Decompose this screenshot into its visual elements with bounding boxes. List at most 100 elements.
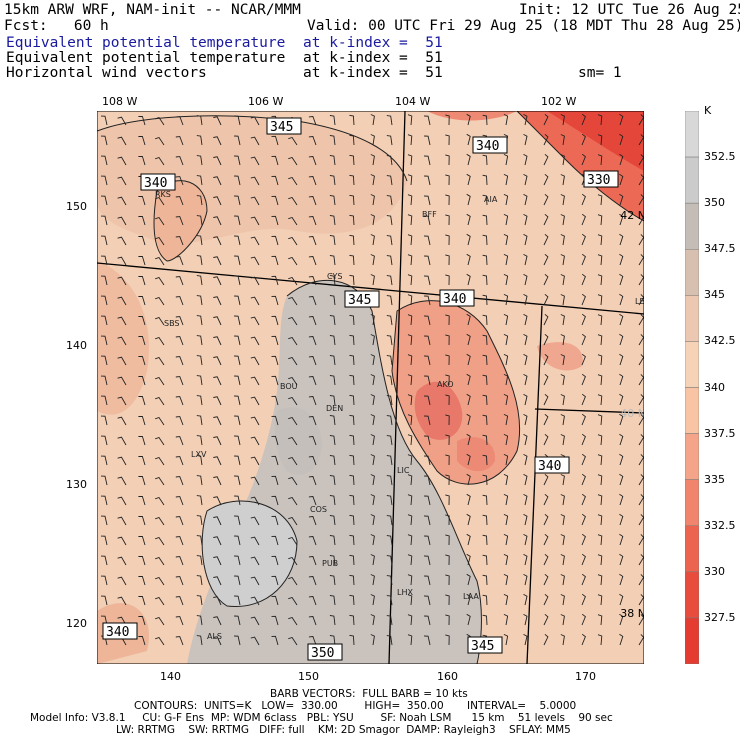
- wind-barb: [386, 615, 393, 626]
- wind-barb: [100, 135, 108, 146]
- wind-barb: [117, 376, 127, 386]
- wind-barb: [213, 216, 222, 226]
- wind-barb: [155, 336, 165, 346]
- colorbar-level-label: 337.5: [704, 426, 736, 440]
- colorbar-level-label: 327.5: [704, 610, 736, 624]
- wind-barb: [308, 636, 317, 646]
- wind-barb: [100, 335, 108, 346]
- wind-barb: [155, 476, 165, 486]
- wind-barb: [543, 493, 549, 506]
- wind-barb: [250, 516, 260, 526]
- wind-barb: [234, 555, 241, 566]
- wind-barb: [329, 195, 336, 206]
- wind-barb: [117, 156, 127, 166]
- wind-barb: [482, 214, 488, 226]
- wind-barb: [329, 595, 336, 606]
- wind-barb: [250, 336, 260, 346]
- wind-barb: [407, 634, 413, 646]
- wind-barb: [370, 394, 375, 406]
- wind-barb: [234, 595, 241, 606]
- wind-barb: [288, 436, 298, 446]
- wind-barb: [213, 576, 222, 586]
- wind-barb: [308, 356, 317, 366]
- wind-barb: [560, 194, 565, 206]
- wind-barb: [234, 375, 241, 386]
- wind-barb: [271, 415, 279, 426]
- wind-barb: [503, 553, 509, 566]
- wind-barb: [597, 634, 603, 646]
- wind-barb: [619, 333, 624, 346]
- wind-barb: [370, 254, 375, 266]
- wind-barb: [581, 573, 586, 586]
- station-cys: CYS: [327, 272, 342, 281]
- wind-barb: [619, 133, 624, 146]
- wind-barb: [503, 433, 509, 446]
- colorbar: [685, 111, 699, 664]
- wind-barb: [386, 575, 393, 586]
- wind-barb: [619, 273, 624, 286]
- contour-label-box-9: [307, 643, 343, 661]
- wind-barb: [445, 554, 450, 566]
- wind-barb: [597, 554, 603, 566]
- lon-label-108w: 108 W: [102, 95, 138, 108]
- wind-barb: [543, 593, 549, 606]
- wind-barb: [196, 195, 203, 206]
- wind-barb: [155, 516, 165, 526]
- wind-barb: [407, 134, 413, 146]
- wind-barb: [308, 176, 317, 186]
- wind-barb: [175, 336, 184, 346]
- wind-barb: [597, 254, 603, 266]
- wind-barb: [213, 116, 222, 126]
- wind-barb: [543, 633, 549, 646]
- wind-barb: [482, 514, 488, 526]
- colorbar-box: [685, 111, 699, 158]
- wind-barb: [117, 176, 127, 186]
- wind-barb: [250, 636, 260, 646]
- wind-barb: [424, 135, 431, 146]
- wind-barb: [175, 156, 184, 166]
- wind-barb: [271, 595, 279, 606]
- wind-barb: [250, 416, 260, 426]
- wind-barb: [234, 635, 241, 646]
- wind-barb: [138, 455, 146, 466]
- colorbar-level-label: 347.5: [704, 242, 736, 256]
- wind-barb: [597, 454, 603, 466]
- wind-barb: [407, 234, 413, 246]
- wind-barb: [466, 373, 471, 386]
- wind-barb: [424, 575, 431, 586]
- wind-barb: [250, 496, 260, 506]
- wind-barb: [407, 574, 413, 586]
- wind-barb: [386, 555, 393, 566]
- y-tick-150: 150: [66, 200, 87, 213]
- station-ako: AKO: [437, 380, 454, 389]
- wind-barb: [407, 614, 413, 626]
- wind-barb: [155, 596, 165, 606]
- wind-barb: [386, 115, 393, 126]
- wind-barb: [349, 274, 355, 286]
- field-level-contour: at k-index = 51: [303, 50, 443, 66]
- wind-barb: [523, 113, 528, 126]
- wind-barb: [155, 436, 165, 446]
- wind-barb: [213, 236, 222, 246]
- wind-barb: [560, 474, 565, 486]
- wind-barb: [117, 136, 127, 146]
- wind-barb: [597, 574, 603, 586]
- wind-barb: [308, 516, 317, 526]
- wind-barb: [445, 474, 450, 486]
- wind-barb: [370, 314, 375, 326]
- wind-barb: [213, 136, 222, 146]
- wind-barb: [424, 595, 431, 606]
- wind-barb: [597, 494, 603, 506]
- wind-barb: [117, 516, 127, 526]
- wind-barb: [424, 175, 431, 186]
- wind-barb: [482, 294, 488, 306]
- fill-zone-red-3: [537, 342, 583, 371]
- model-info-line2: LW: RRTMG SW: RRTMG DIFF: full KM: 2D Sm…: [116, 724, 571, 736]
- wind-barb: [581, 593, 586, 606]
- wind-barb: [619, 613, 624, 626]
- wind-barb: [349, 454, 355, 466]
- wind-barb: [329, 415, 336, 426]
- wind-barb: [424, 335, 431, 346]
- wind-barb: [482, 194, 488, 206]
- wind-barb: [100, 555, 108, 566]
